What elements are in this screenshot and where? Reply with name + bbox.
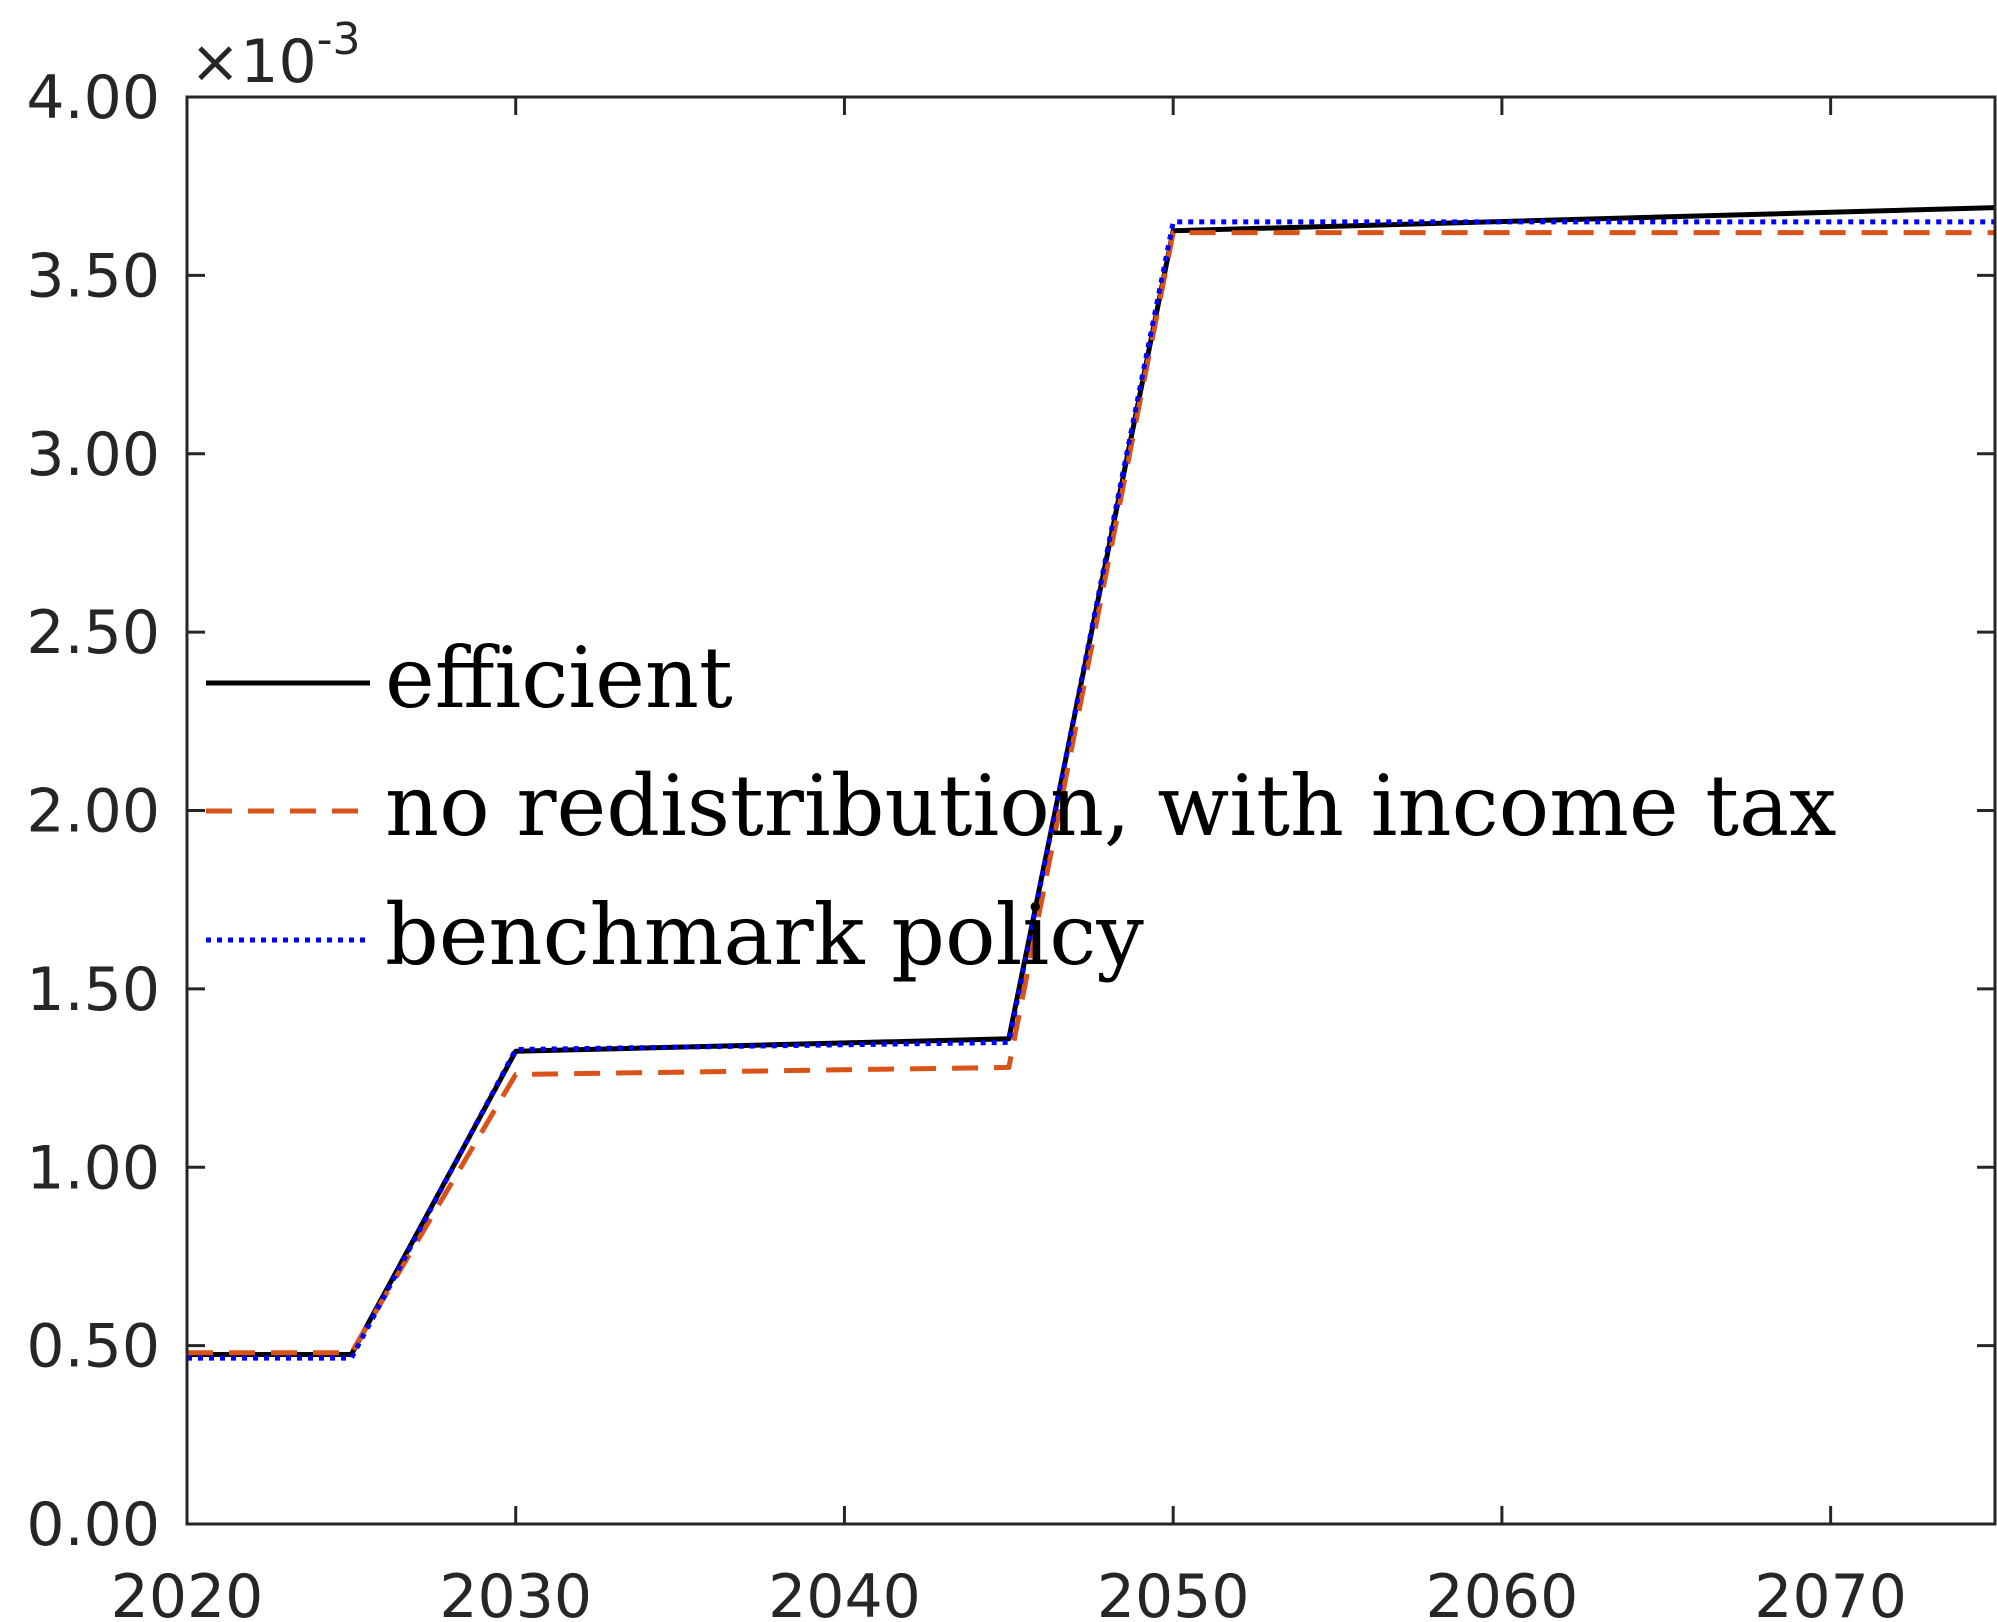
y-exponent-label: ×10-3 [190,14,361,97]
x-tick-label: 2060 [1426,1562,1579,1622]
y-tick-label: 2.00 [26,777,160,847]
plot-background [187,97,1995,1524]
y-tick-label: 0.50 [26,1312,160,1382]
y-tick-label: 3.50 [26,241,160,311]
x-tick-label: 2040 [768,1562,921,1622]
y-tick-label: 2.50 [26,598,160,668]
legend-label: efficient [385,629,733,727]
legend-label: no redistribution, with income tax [385,757,1837,855]
x-tick-label: 2070 [1754,1562,1907,1622]
y-tick-label: 4.00 [26,63,160,133]
x-tick-label: 2020 [111,1562,264,1622]
x-tick-label: 2030 [439,1562,592,1622]
y-exponent-power: -3 [317,14,361,65]
y-tick-label: 1.50 [26,955,160,1025]
y-tick-label: 3.00 [26,420,160,490]
y-exponent-base: ×10 [190,27,317,97]
x-tick-label: 2050 [1097,1562,1250,1622]
ticks-layer [185,95,1995,1526]
y-tick-labels: 0.00 0.50 1.00 1.50 2.00 2.50 3.00 3.50 4.00 [26,63,160,1560]
series-layer [187,205,1996,1361]
legend-label: benchmark policy [385,886,1144,984]
x-tick-labels: 2020 2030 2040 2050 2060 2070 [111,1562,1907,1622]
series-line-benchmark-policy [187,219,1995,1361]
series-line-no-redistribution-with-income-tax [187,230,1995,1356]
legend: efficient no redistribution, with income … [206,629,1837,984]
y-tick-label: 0.00 [26,1490,160,1560]
y-tick-label: 1.00 [26,1133,160,1203]
